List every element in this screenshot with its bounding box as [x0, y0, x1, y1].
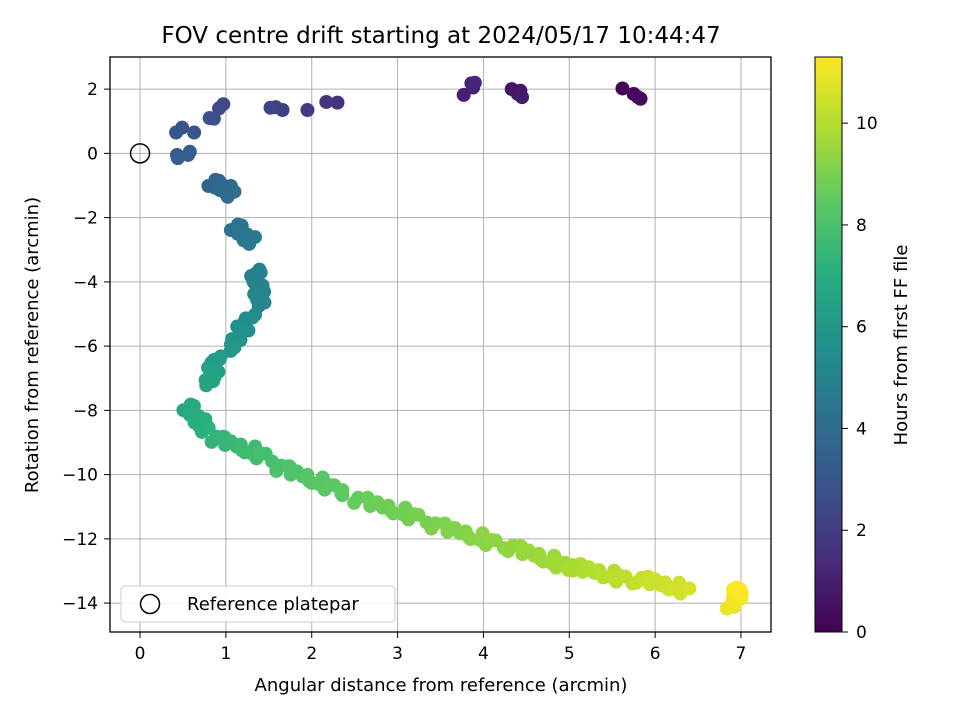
data-points — [169, 75, 749, 616]
y-tick-label: 2 — [87, 80, 98, 100]
x-axis-label: Angular distance from reference (arcmin) — [255, 675, 628, 696]
data-point — [169, 125, 184, 140]
x-tick-label: 5 — [564, 644, 575, 664]
data-point — [461, 529, 476, 544]
data-point — [515, 90, 530, 105]
data-point — [483, 532, 498, 547]
data-point — [370, 495, 385, 510]
data-point — [729, 580, 744, 595]
data-point — [181, 147, 196, 162]
data-point — [204, 434, 219, 449]
y-tick-label: −6 — [73, 337, 98, 357]
colorbar-label: Hours from first FF file — [891, 245, 912, 446]
data-point — [252, 446, 267, 461]
legend: Reference platepar — [120, 585, 396, 623]
data-point — [347, 495, 362, 510]
y-tick-label: −12 — [62, 530, 98, 550]
data-point — [406, 507, 421, 522]
data-point — [384, 504, 399, 519]
x-tick-label: 4 — [478, 644, 489, 664]
y-axis-label: Rotation from reference (arcmin) — [22, 197, 43, 493]
data-point — [233, 329, 248, 344]
data-point — [447, 521, 462, 536]
data-point — [263, 100, 278, 115]
y-tick-label: −14 — [62, 594, 98, 614]
data-point — [242, 236, 257, 251]
y-tick-label: 0 — [87, 144, 98, 164]
data-point — [630, 90, 645, 105]
colorbar-tick-label: 4 — [856, 419, 867, 439]
plot-frame — [109, 56, 772, 633]
data-point — [613, 568, 628, 583]
colorbar-ticks: 0 2 4 6 8 10 — [842, 114, 878, 643]
data-point — [615, 81, 630, 96]
x-tick-label: 6 — [650, 644, 661, 664]
legend-label: Reference platepar — [187, 594, 359, 615]
chart-title: FOV centre drift starting at 2024/05/17 … — [161, 23, 720, 49]
gridlines — [110, 57, 771, 632]
data-point — [456, 87, 471, 102]
data-point — [202, 111, 217, 126]
x-tick-label: 2 — [306, 644, 317, 664]
data-point — [629, 575, 644, 590]
data-point — [300, 103, 315, 118]
data-point — [199, 378, 214, 393]
y-axis-ticks: 2 0 −2 −4 −6 −8 −10 −12 −14 — [62, 80, 110, 614]
colorbar-tick-label: 8 — [856, 216, 867, 236]
data-point — [335, 483, 350, 498]
legend-marker — [139, 593, 161, 615]
x-tick-label: 0 — [135, 644, 146, 664]
y-tick-label: −4 — [73, 273, 98, 293]
data-point — [321, 477, 336, 492]
colorbar: 0 2 4 6 8 10 Hours from first FF file — [814, 56, 912, 643]
y-tick-label: −2 — [73, 209, 98, 229]
data-point — [467, 75, 482, 90]
reference-point — [129, 143, 151, 164]
data-point — [319, 94, 334, 109]
data-point — [269, 463, 284, 478]
data-point — [227, 340, 242, 355]
x-tick-label: 3 — [392, 644, 403, 664]
data-point — [330, 95, 345, 110]
legend-box — [120, 585, 396, 623]
data-point — [682, 581, 697, 596]
x-tick-label: 7 — [736, 644, 747, 664]
data-point — [227, 184, 242, 199]
colorbar-gradient — [814, 56, 843, 633]
colorbar-tick-label: 6 — [856, 318, 867, 338]
colorbar-tick-label: 0 — [856, 623, 867, 643]
x-axis-ticks: 0 1 2 3 4 5 6 7 — [135, 632, 747, 664]
colorbar-tick-label: 2 — [856, 521, 867, 541]
y-tick-label: −8 — [73, 401, 98, 421]
data-point — [424, 521, 439, 536]
data-point — [257, 295, 272, 310]
data-point — [561, 562, 576, 577]
data-point — [187, 125, 202, 140]
x-tick-label: 1 — [220, 644, 231, 664]
colorbar-tick-label: 10 — [856, 114, 878, 134]
y-tick-label: −10 — [62, 466, 98, 486]
reference-marker — [129, 143, 151, 164]
data-point — [501, 544, 516, 559]
